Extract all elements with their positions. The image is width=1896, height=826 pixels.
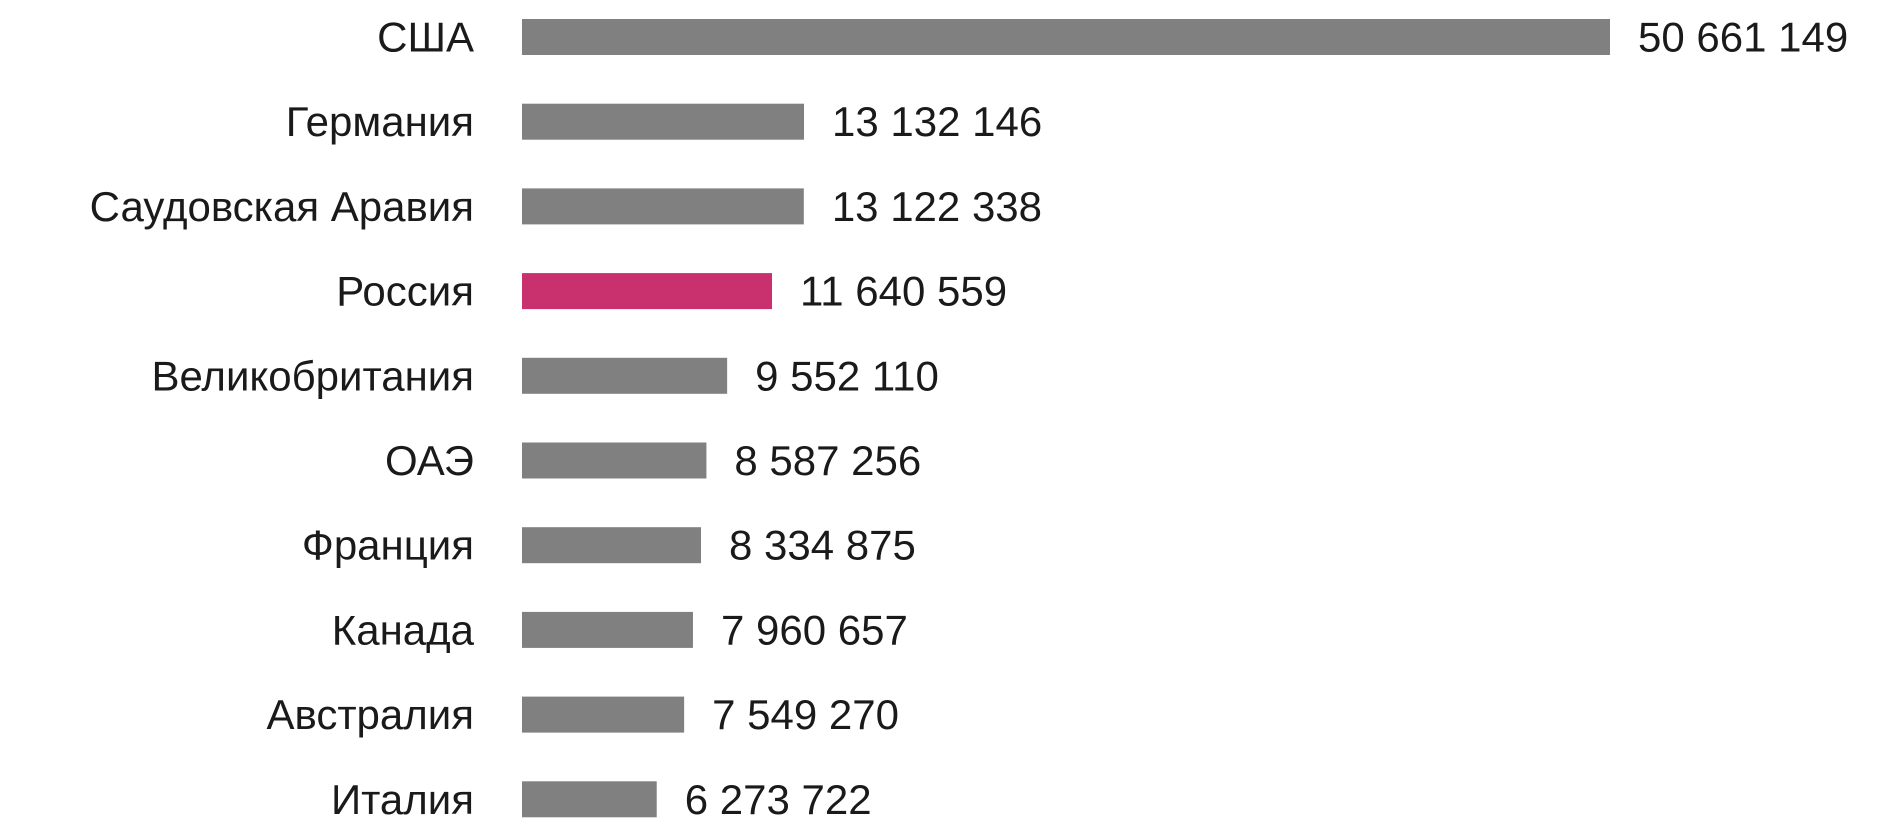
- value-label: 13 132 146: [832, 98, 1042, 145]
- bar: [522, 357, 728, 394]
- category-label: Италия: [331, 776, 474, 823]
- value-label: 7 960 657: [721, 606, 908, 653]
- category-label: Великобритания: [151, 352, 474, 399]
- bar: [522, 442, 707, 479]
- bar-highlighted: [522, 273, 772, 310]
- category-label: Канада: [332, 606, 475, 653]
- bar: [522, 527, 701, 564]
- value-label: 13 122 338: [832, 183, 1042, 230]
- value-label: 50 661 149: [1638, 14, 1848, 61]
- value-label: 8 587 256: [734, 437, 921, 484]
- bars: [522, 19, 1610, 818]
- value-label: 11 640 559: [800, 268, 1007, 315]
- category-label: США: [377, 14, 474, 61]
- category-label: Германия: [286, 98, 474, 145]
- value-label: 9 552 110: [755, 352, 939, 399]
- category-label: Австралия: [266, 691, 474, 738]
- value-label: 7 549 270: [712, 691, 899, 738]
- value-labels: 50 661 149 13 132 146 13 122 338 11 640 559…: [685, 14, 1848, 823]
- category-label: ОАЭ: [385, 437, 474, 484]
- bar: [522, 781, 657, 818]
- category-labels: США Германия Саудовская Аравия Россия Велико…: [90, 14, 475, 823]
- bar: [522, 103, 805, 140]
- category-label: Саудовская Аравия: [90, 183, 474, 230]
- value-label: 8 334 875: [729, 522, 916, 569]
- bar: [522, 696, 685, 733]
- category-label: Россия: [336, 268, 474, 315]
- category-label: Франция: [302, 522, 474, 569]
- bar: [522, 19, 1610, 55]
- bar: [522, 611, 693, 648]
- value-label: 6 273 722: [685, 776, 872, 823]
- bar: [522, 188, 804, 225]
